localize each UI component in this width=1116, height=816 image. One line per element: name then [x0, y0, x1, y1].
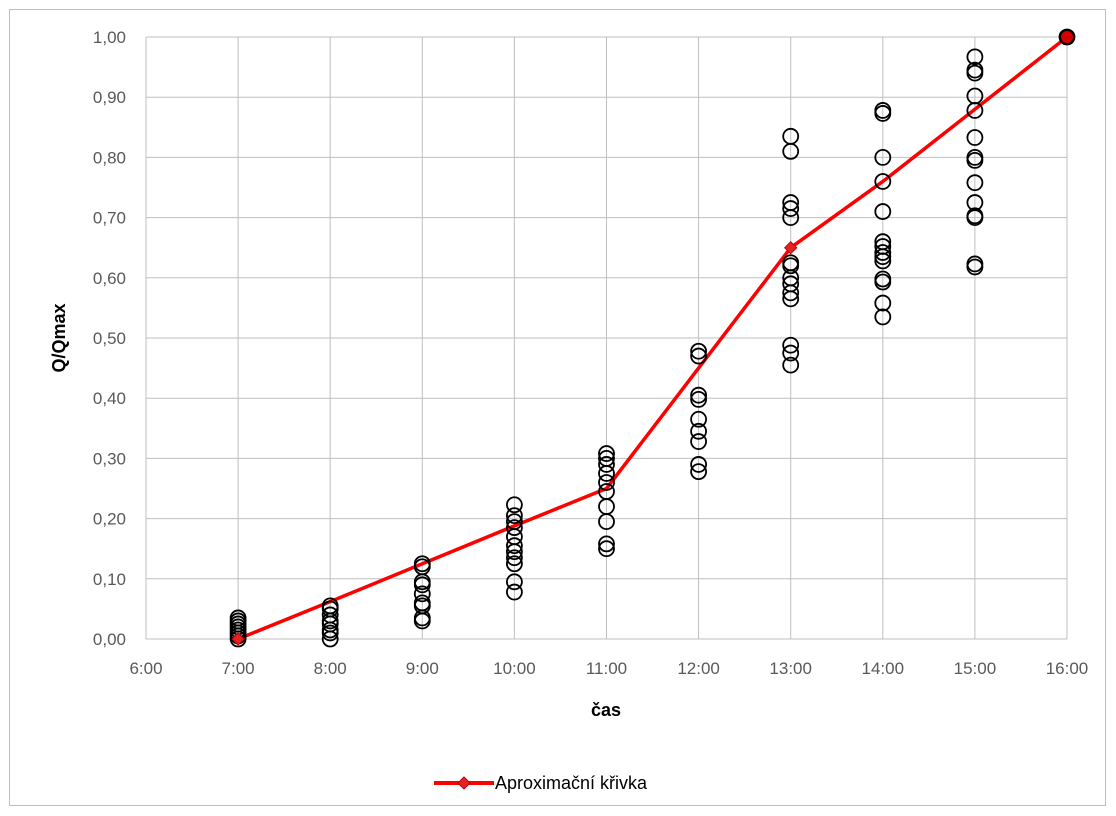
legend-diamond-marker [457, 776, 471, 790]
y-axis-title: Q/Qmax [49, 303, 69, 372]
approximation-curve [237, 35, 1069, 641]
y-tick-label: 0,50 [93, 329, 126, 348]
data-point [782, 336, 800, 354]
data-point [598, 540, 615, 558]
data-point [506, 519, 523, 537]
x-tick-label: 11:00 [586, 659, 627, 678]
y-tick-label: 0,60 [93, 269, 126, 288]
y-tick-label: 1,00 [93, 28, 126, 47]
x-tick-label: 8:00 [314, 659, 347, 678]
data-point [782, 200, 800, 217]
legend-label: Aproximační křivka [495, 773, 648, 793]
data-point [598, 483, 615, 500]
data-point [413, 555, 431, 573]
data-point [506, 507, 523, 524]
data-point [413, 594, 431, 612]
data-point [321, 597, 339, 615]
data-point [690, 342, 707, 360]
data-point [782, 254, 800, 272]
y-tick-label: 0,80 [93, 148, 126, 167]
data-point [782, 194, 800, 211]
data-point [874, 203, 892, 220]
y-tick-label: 0,30 [93, 449, 126, 468]
data-point [690, 386, 707, 404]
data-point [598, 449, 615, 467]
y-tick-label: 0,70 [93, 209, 126, 228]
grid [145, 36, 1068, 640]
x-tick-label: 6:00 [129, 659, 162, 678]
data-point [874, 233, 892, 251]
x-tick-label: 10:00 [493, 659, 536, 678]
data-point [690, 456, 707, 473]
data-point [874, 244, 892, 261]
data-point [966, 87, 984, 105]
x-tick-label: 15:00 [954, 659, 997, 678]
data-point [874, 238, 892, 255]
data-point [506, 555, 523, 573]
data-point [506, 513, 523, 531]
legend: Aproximační křivka [434, 773, 648, 793]
data-point [874, 270, 892, 288]
data-point [321, 606, 339, 624]
data-point [966, 207, 984, 225]
approximation-curve-line [237, 35, 1069, 641]
data-point [966, 148, 984, 166]
scatter-points [229, 28, 1076, 648]
data-point [506, 537, 523, 555]
x-tick-label: 7:00 [222, 659, 255, 678]
data-point [874, 102, 892, 119]
data-point [782, 127, 800, 145]
x-axis-title: čas [591, 700, 621, 720]
data-point [690, 422, 707, 440]
data-point [229, 609, 247, 627]
x-axis-ticks: 6:00 7:00 8:00 9:00 10:00 11:00 12:00 13:00 14:0… [129, 659, 1088, 678]
data-point [690, 391, 707, 408]
data-point [874, 148, 892, 166]
data-point [874, 308, 892, 326]
data-point [782, 344, 800, 362]
data-point [782, 356, 800, 374]
chart-frame [9, 9, 1106, 806]
data-point [966, 194, 984, 211]
data-point [598, 474, 615, 491]
line-marker [1059, 29, 1075, 45]
x-tick-label: 12:00 [677, 659, 720, 678]
data-point [874, 173, 892, 190]
data-point [690, 347, 707, 365]
approximation-markers [231, 29, 1075, 646]
y-tick-label: 0,00 [93, 630, 126, 649]
data-point [690, 410, 707, 428]
data-point [506, 583, 523, 601]
data-point [598, 456, 615, 473]
x-tick-label: 14:00 [862, 659, 905, 678]
data-point [413, 585, 431, 603]
data-point [690, 463, 707, 481]
y-tick-label: 0,20 [93, 510, 126, 529]
data-point [506, 496, 523, 514]
x-tick-label: 16:00 [1046, 659, 1089, 678]
data-point [598, 445, 615, 462]
data-point [966, 129, 984, 146]
x-tick-label: 13:00 [769, 659, 812, 678]
data-point [874, 294, 892, 312]
y-axis-ticks: 0,00 0,10 0,20 0,30 0,40 0,50 0,60 0,70 0,80 0,90… [93, 28, 126, 649]
y-tick-label: 0,40 [93, 389, 126, 408]
data-point [690, 433, 707, 450]
data-point [966, 61, 984, 79]
data-point [598, 535, 615, 553]
data-point [782, 275, 800, 293]
x-tick-label: 9:00 [406, 659, 439, 678]
data-point [966, 255, 984, 273]
data-point [506, 573, 523, 591]
data-point [506, 549, 523, 567]
line-marker [783, 240, 798, 255]
data-point [966, 48, 984, 66]
data-point [966, 174, 984, 192]
line-marker [231, 632, 245, 646]
y-tick-label: 0,90 [93, 88, 126, 107]
y-tick-label: 0,10 [93, 570, 126, 589]
